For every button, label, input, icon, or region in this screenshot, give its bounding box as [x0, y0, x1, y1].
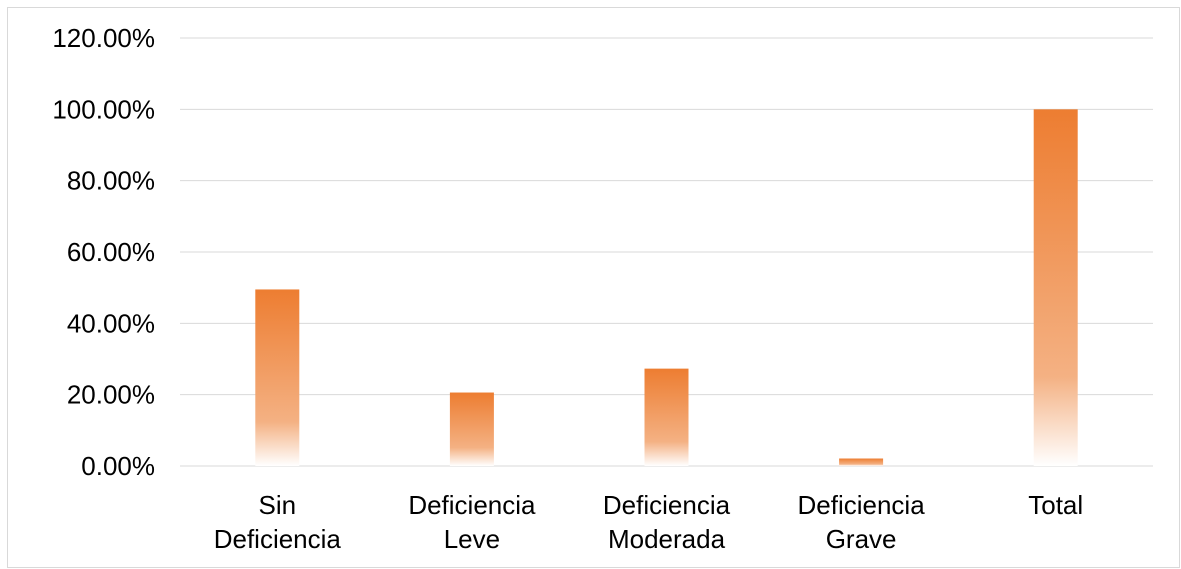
bars: [255, 109, 1078, 466]
y-tick-label: 40.00%: [67, 308, 155, 338]
y-tick-label: 80.00%: [67, 166, 155, 196]
y-tick-label: 120.00%: [52, 23, 155, 53]
bar: [255, 289, 300, 466]
bar: [449, 392, 494, 466]
bar: [1033, 109, 1078, 466]
x-category-label-line: Moderada: [608, 524, 726, 554]
x-category-label: Sin Deficiencia: [214, 490, 342, 554]
x-category-label-line: Deficiencia: [408, 490, 536, 520]
bar: [644, 368, 689, 466]
y-tick-label: 0.00%: [81, 451, 155, 481]
x-category-label-line: Deficiencia: [798, 490, 926, 520]
x-category-label-line: Sin: [259, 490, 297, 520]
x-category-label-line: Deficiencia: [214, 524, 342, 554]
y-tick-label: 100.00%: [52, 94, 155, 124]
x-category-label: Deficiencia Leve: [408, 490, 536, 554]
x-category-label-line: Grave: [826, 524, 897, 554]
bar: [839, 458, 884, 466]
x-category-label: Deficiencia Grave: [798, 490, 926, 554]
y-axis-tick-labels: 0.00% 20.00% 40.00% 60.00% 80.00% 100.00% 120.…: [52, 23, 155, 481]
x-category-label-line: Leve: [444, 524, 500, 554]
x-category-label: Deficiencia Moderada: [603, 490, 731, 554]
gridlines: [180, 37, 1153, 467]
y-tick-label: 60.00%: [67, 237, 155, 267]
x-category-label-line: Total: [1028, 490, 1083, 520]
x-category-label-line: Deficiencia: [603, 490, 731, 520]
y-tick-label: 20.00%: [67, 380, 155, 410]
chart-frame: [7, 7, 1180, 568]
x-category-label: Total: [1028, 490, 1083, 520]
